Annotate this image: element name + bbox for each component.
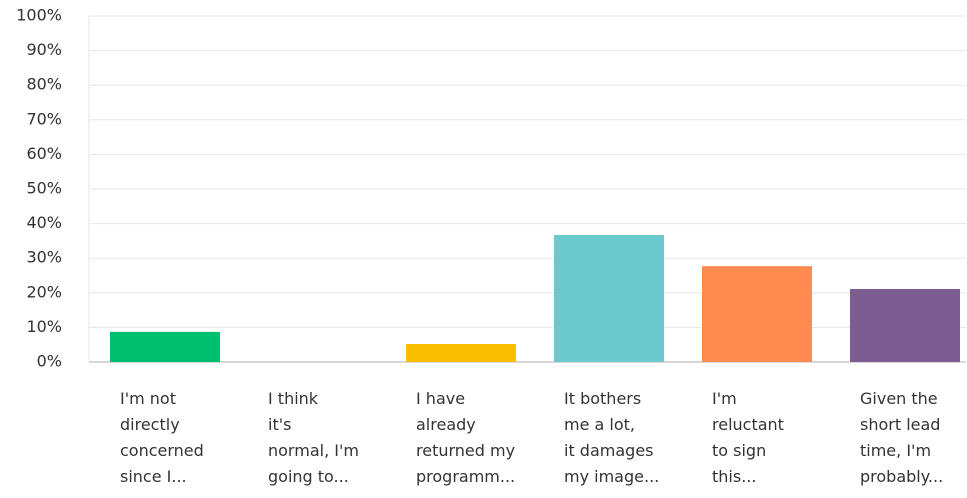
bar [554, 235, 664, 362]
bar [406, 344, 516, 362]
bar [702, 266, 812, 362]
x-tick-label: I'm not directly concerned since I... [120, 389, 204, 486]
x-tick-label: It bothers me a lot, it damages my image… [564, 389, 660, 486]
bar [850, 288, 960, 362]
y-tick-label: 70% [26, 109, 62, 128]
x-tick-label: Given the short lead time, I'm probably.… [860, 389, 944, 486]
bar [110, 331, 220, 362]
y-tick-label: 30% [26, 248, 62, 267]
y-tick-label: 0% [37, 352, 62, 371]
y-tick-label: 60% [26, 144, 62, 163]
y-tick-label: 40% [26, 213, 62, 232]
x-tick-label: I'm reluctant to sign this... [712, 389, 784, 486]
x-tick-label: I think it's normal, I'm going to... [268, 389, 359, 486]
y-tick-label: 20% [26, 282, 62, 301]
y-tick-label: 50% [26, 179, 62, 198]
x-tick-label: I have already returned my programm... [416, 389, 516, 486]
y-tick-label: 80% [26, 75, 62, 94]
y-tick-label: 100% [16, 6, 62, 25]
y-tick-label: 90% [26, 40, 62, 59]
y-tick-label: 10% [26, 317, 62, 336]
